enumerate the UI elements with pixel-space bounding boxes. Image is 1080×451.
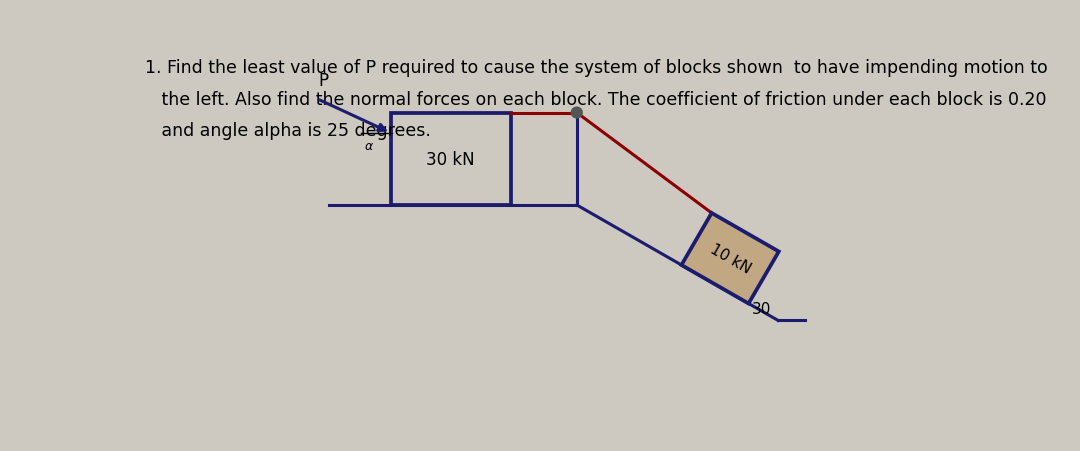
Text: and angle alpha is 25 degrees.: and angle alpha is 25 degrees. bbox=[145, 122, 431, 140]
Text: 30 kN: 30 kN bbox=[427, 150, 475, 168]
Polygon shape bbox=[681, 213, 779, 304]
Bar bbox=[391, 113, 511, 206]
Text: α: α bbox=[365, 140, 374, 153]
Text: 1. Find the least value of P required to cause the system of blocks shown  to ha: 1. Find the least value of P required to… bbox=[145, 60, 1048, 77]
Text: 30: 30 bbox=[752, 301, 771, 316]
Text: 10 kN: 10 kN bbox=[707, 241, 753, 276]
Text: the left. Also find the normal forces on each block. The coefficient of friction: the left. Also find the normal forces on… bbox=[145, 91, 1047, 109]
Circle shape bbox=[571, 108, 582, 119]
Text: P: P bbox=[319, 72, 328, 90]
